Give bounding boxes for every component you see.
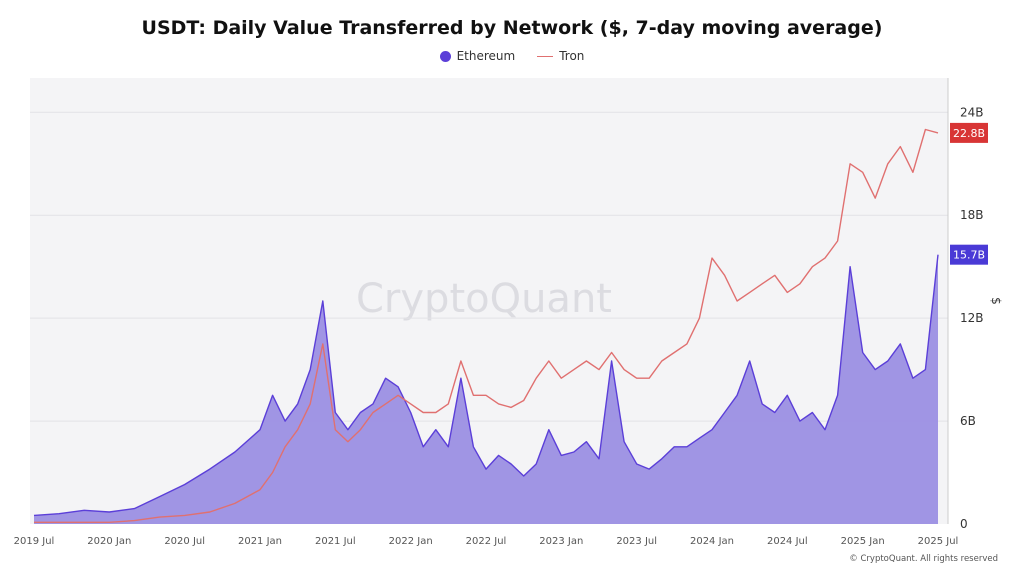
x-tick-label: 2020 Jul [164,536,205,547]
y-tick-label: 12B [960,311,984,325]
copyright-text: © CryptoQuant. All rights reserved [849,554,998,564]
x-tick-label: 2023 Jul [616,536,657,547]
legend-swatch-ethereum [439,50,451,62]
legend-label-tron: Tron [559,49,585,63]
y-tick-label: 6B [960,414,976,428]
y-axis-label: $ [989,297,1003,305]
x-tick-label: 2024 Jul [767,536,808,547]
x-tick-label: 2019 Jul [14,536,55,547]
legend-label-ethereum: Ethereum [456,49,516,63]
x-tick-label: 2025 Jul [918,536,959,547]
last-value-label-ethereum: 15.7B [953,249,985,262]
x-axis-ticks: 2019 Jul 2020 Jan 2020 Jul 2021 Jan 2021 Jul… [14,536,959,547]
y-tick-label: 0 [960,517,968,531]
series-area-ethereum [34,254,938,524]
legend-swatch-tron [537,55,554,57]
legend: Ethereum Tron [0,49,1024,63]
legend-item-ethereum[interactable]: Ethereum [439,49,516,63]
last-value-label-tron: 22.8B [953,127,985,140]
y-tick-label: 24B [960,105,984,119]
x-tick-label: 2025 Jan [841,536,885,547]
x-tick-label: 2024 Jan [690,536,734,547]
x-tick-label: 2021 Jul [315,536,356,547]
grid [30,111,948,422]
y-tick-label: 18B [960,208,984,222]
series-line-tron [34,128,939,523]
series-line-ethereum [33,254,939,517]
x-tick-label: 2020 Jan [87,536,131,547]
watermark-text: CryptoQuant [356,276,612,322]
x-tick-label: 2022 Jul [466,536,507,547]
legend-item-tron[interactable]: Tron [537,49,584,63]
last-value-badge-tron [950,122,988,143]
series-areas [34,254,938,524]
x-tick-label: 2022 Jan [389,536,433,547]
last-value-badge-ethereum [950,244,988,265]
x-tick-label: 2021 Jan [238,536,282,547]
last-value-badges: 15.7B 22.8B [950,122,988,265]
x-tick-label: 2023 Jan [539,536,583,547]
y-axis-ticks: 0 6B 12B 18B 24B [960,105,984,531]
series-lines [33,128,939,523]
chart-title: USDT: Daily Value Transferred by Network… [141,17,883,39]
